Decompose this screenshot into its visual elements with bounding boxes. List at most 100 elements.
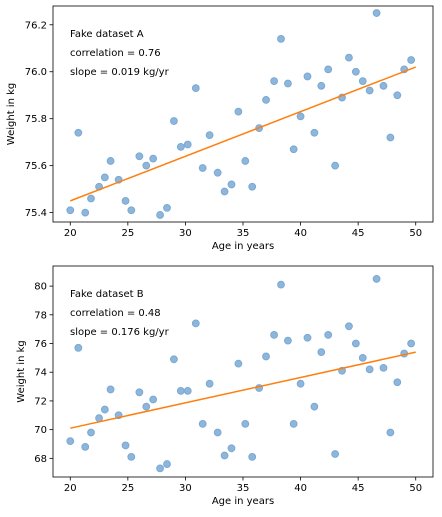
y-tick-label: 75.8 xyxy=(25,114,47,125)
data-point xyxy=(358,353,367,362)
data-point xyxy=(248,453,257,461)
data-point xyxy=(163,204,171,212)
annotation-3: slope = 0.176 kg/yr xyxy=(70,327,170,338)
data-point xyxy=(303,72,312,81)
x-tick-label: 35 xyxy=(237,483,250,494)
data-point xyxy=(241,419,250,428)
data-point xyxy=(372,9,381,17)
data-point xyxy=(74,343,83,352)
x-tick-label: 50 xyxy=(409,228,422,239)
data-point xyxy=(191,319,200,328)
data-point xyxy=(345,53,353,62)
x-tick-label: 30 xyxy=(179,228,192,239)
data-point xyxy=(358,77,367,86)
y-tick-label: 72 xyxy=(34,396,47,407)
x-axis-label: Age in years xyxy=(212,241,274,252)
fit-line xyxy=(70,351,416,429)
data-point xyxy=(183,386,192,395)
data-point xyxy=(317,348,326,357)
data-point xyxy=(407,339,416,348)
y-tick-label: 76 xyxy=(34,339,47,350)
y-tick-label: 70 xyxy=(34,425,47,436)
data-point xyxy=(270,77,278,86)
data-point xyxy=(213,428,222,437)
data-point xyxy=(372,275,381,283)
data-point xyxy=(296,379,305,388)
y-tick-label: 76.2 xyxy=(25,20,47,31)
data-point xyxy=(277,280,285,289)
data-point xyxy=(220,451,229,460)
y-tick-label: 68 xyxy=(34,454,47,465)
y-tick-label: 76.0 xyxy=(25,67,47,78)
y-axis-label: Weight in kg xyxy=(6,83,17,145)
x-tick-label: 45 xyxy=(352,483,365,494)
y-tick-label: 80 xyxy=(34,282,47,293)
data-point xyxy=(213,168,222,177)
data-point xyxy=(156,464,164,473)
data-point xyxy=(331,450,340,458)
chart-panel-2: 20 25 30 35 40 45 50 68 70 72 74 76 78 80 Age in years… xyxy=(16,265,434,507)
data-point xyxy=(66,206,75,215)
data-point xyxy=(220,187,229,196)
y-axis-label: Weight in kg xyxy=(16,340,27,402)
chart-panel-1: 20 25 30 35 40 45 50 75.4 75.6 75.8 76.0 76.2 Age in… xyxy=(6,5,434,252)
data-point xyxy=(277,34,285,43)
x-tick-label: 25 xyxy=(121,483,134,494)
data-point xyxy=(142,402,151,411)
data-point xyxy=(379,81,388,90)
data-point xyxy=(100,173,109,182)
data-point xyxy=(176,386,185,395)
x-tick-label: 20 xyxy=(64,483,77,494)
data-point xyxy=(198,164,207,172)
data-point xyxy=(324,65,333,74)
y-tick-label: 75.6 xyxy=(25,161,47,172)
data-point xyxy=(317,81,326,90)
data-point xyxy=(127,453,136,461)
data-point xyxy=(345,322,353,331)
x-tick-label: 45 xyxy=(352,228,365,239)
data-point xyxy=(135,388,144,397)
data-point xyxy=(386,133,395,142)
data-point xyxy=(205,131,214,140)
data-point xyxy=(95,414,103,423)
annotation-2: correlation = 0.76 xyxy=(70,48,161,59)
data-point xyxy=(365,86,374,95)
data-point xyxy=(149,154,158,163)
data-point xyxy=(407,56,416,64)
data-point xyxy=(262,96,270,104)
data-point xyxy=(284,336,292,345)
data-point xyxy=(87,428,95,437)
x-tick-label: 30 xyxy=(179,483,192,494)
data-point xyxy=(248,182,257,191)
data-point xyxy=(351,339,360,348)
fit-line xyxy=(70,66,416,202)
data-point xyxy=(81,442,90,451)
data-point xyxy=(149,395,158,404)
data-point xyxy=(351,67,360,76)
y-tick-label: 75.4 xyxy=(25,208,47,219)
data-point xyxy=(289,145,298,154)
data-point xyxy=(310,402,319,411)
data-point xyxy=(127,206,136,215)
data-point xyxy=(386,428,395,437)
y-tick-label: 78 xyxy=(34,310,47,321)
data-point xyxy=(393,378,402,387)
data-point xyxy=(234,107,243,116)
annotation-2: correlation = 0.48 xyxy=(70,308,161,319)
data-point xyxy=(310,128,319,137)
data-point xyxy=(227,180,236,189)
data-point xyxy=(284,79,292,88)
data-point xyxy=(66,437,75,446)
data-point xyxy=(227,444,236,453)
data-point xyxy=(303,333,312,342)
x-tick-label: 25 xyxy=(121,228,134,239)
data-point xyxy=(365,365,374,374)
data-point xyxy=(100,405,109,414)
data-point xyxy=(270,331,278,339)
data-point xyxy=(170,355,178,364)
data-point xyxy=(176,142,185,151)
data-point xyxy=(87,194,95,203)
data-point xyxy=(106,157,115,165)
x-tick-label: 40 xyxy=(294,483,307,494)
